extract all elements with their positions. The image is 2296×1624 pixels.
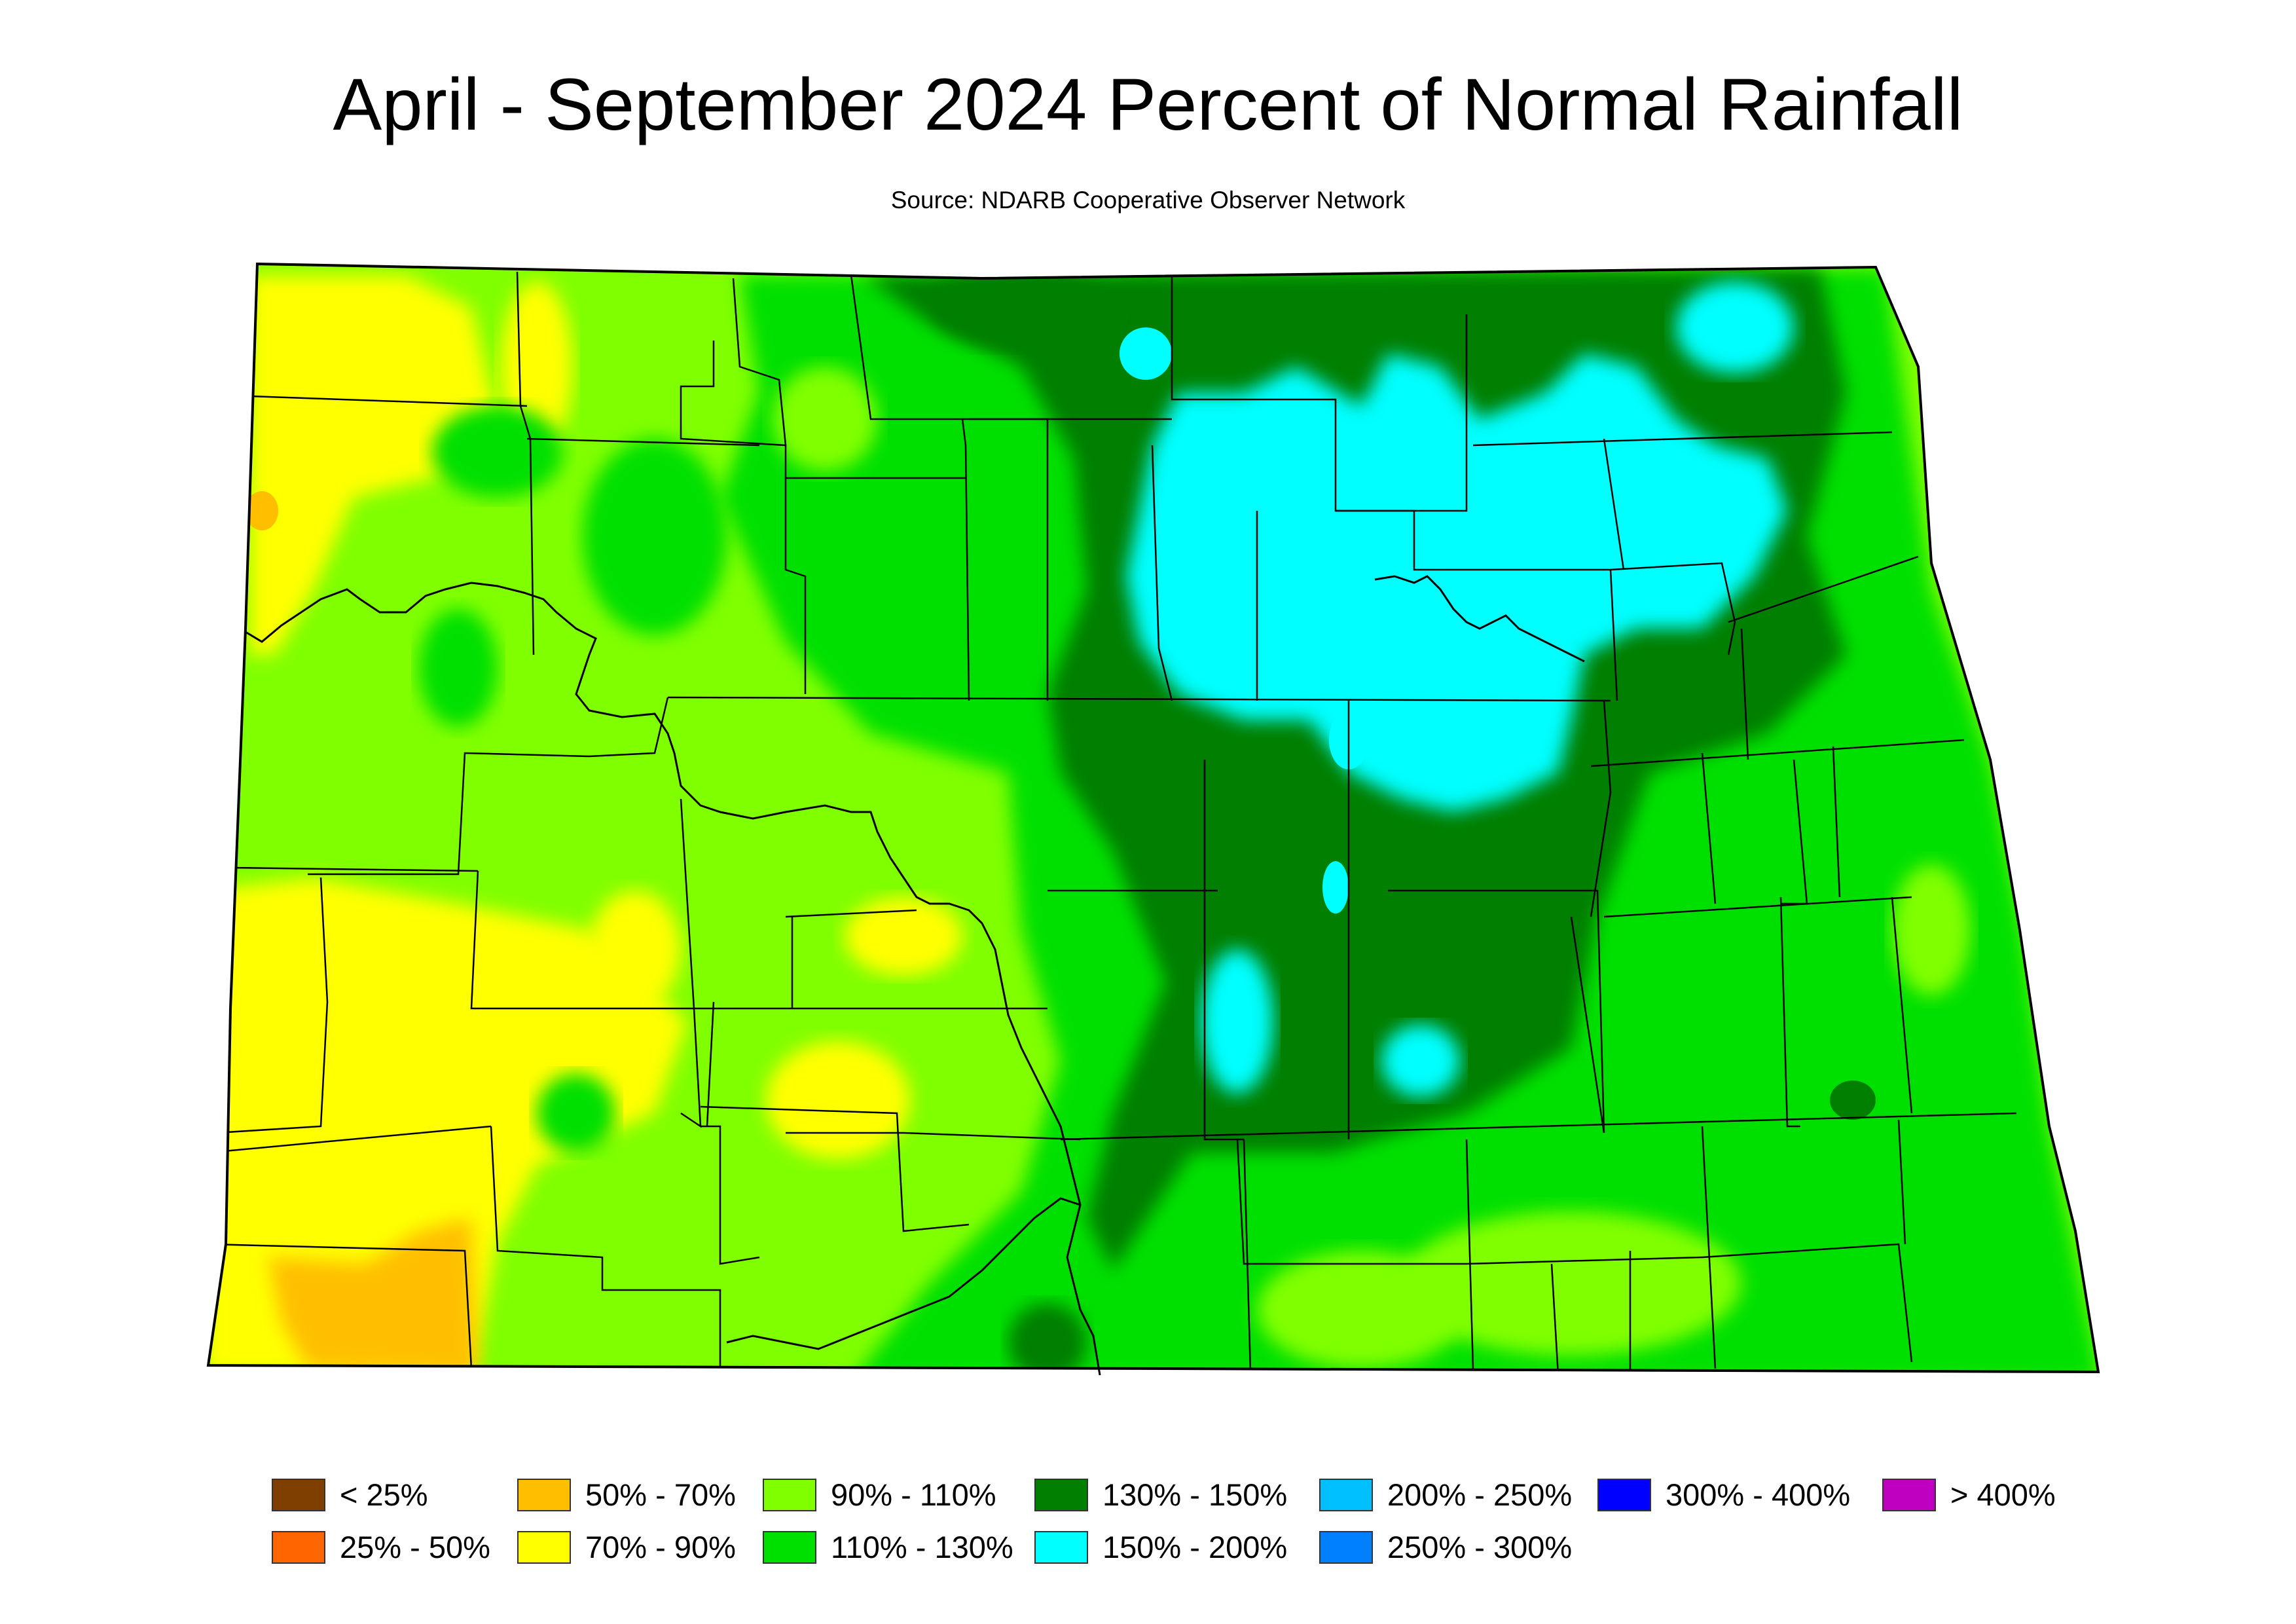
legend-swatch [763, 1478, 816, 1511]
rainfall-field [208, 264, 2098, 1372]
state-border [206, 262, 2100, 1374]
zone-70-90-west [208, 877, 687, 1372]
zone-70-90-south [766, 1041, 910, 1159]
zone-110-130-nw [432, 406, 563, 498]
zone-90-110-s [1257, 1251, 1467, 1369]
zone-50-70-northwest [246, 491, 278, 530]
map-source: Source: NDARB Cooperative Observer Netwo… [890, 187, 1406, 213]
zone-70-90-northwest [249, 275, 498, 655]
zone-110-130-west1 [419, 609, 498, 727]
zone-70-90-mid [589, 891, 681, 1008]
map-title: April - September 2024 Percent of Normal… [333, 64, 1963, 145]
zone-90-110-se [1401, 1211, 1741, 1356]
legend-item: > 400% [1882, 1477, 2056, 1513]
legend-label: > 400% [1950, 1477, 2056, 1512]
legend-swatch [517, 1530, 571, 1564]
zone-130-150-s [1008, 1303, 1087, 1372]
zone-150-200-northeast [1126, 354, 1787, 812]
legend-item: < 25% [272, 1477, 428, 1513]
legend-item: 150% - 200% [1034, 1529, 1287, 1565]
zone-110-130-west2 [537, 1074, 615, 1153]
legend-swatch [1597, 1478, 1651, 1511]
legend-swatch [1882, 1478, 1936, 1511]
legend-swatch [1319, 1478, 1373, 1511]
legend-item: 200% - 250% [1319, 1477, 1572, 1513]
legend-label: 70% - 90% [585, 1530, 736, 1564]
legend-swatch [1319, 1530, 1373, 1564]
missouri-river [245, 581, 1101, 1376]
legend-label: < 25% [340, 1477, 428, 1512]
legend-label: 150% - 200% [1102, 1530, 1288, 1564]
legend-swatch [517, 1478, 571, 1511]
zone-150-200-s1 [1201, 950, 1273, 1094]
legend-label: 110% - 130% [831, 1530, 1013, 1564]
legend-item: 250% - 300% [1319, 1529, 1572, 1565]
rivers [245, 575, 1585, 1376]
legend-label: 90% - 110% [831, 1477, 996, 1512]
county-boundaries [209, 271, 2017, 1372]
legend-item: 90% - 110% [763, 1477, 996, 1513]
legend-label: 250% - 300% [1387, 1530, 1573, 1564]
legend-item: 300% - 400% [1597, 1477, 1850, 1513]
legend-swatch [763, 1530, 816, 1564]
zone-90-110-e [1892, 864, 1971, 995]
legend-item: 130% - 150% [1034, 1477, 1287, 1513]
legend-label: 25% - 50% [340, 1530, 490, 1564]
legend-label: 50% - 70% [585, 1477, 736, 1512]
legend-label: 200% - 250% [1387, 1477, 1573, 1512]
zone-90-110-n [773, 367, 877, 471]
legend-label: 130% - 150% [1102, 1477, 1288, 1512]
cannonball-river [726, 1197, 1081, 1350]
legend-swatch [272, 1530, 325, 1564]
legend-swatch [1034, 1478, 1088, 1511]
legend-item: 110% - 130% [763, 1529, 1013, 1565]
zone-50-70-southwest [268, 1218, 478, 1372]
zone-150-200-n2 [1676, 282, 1794, 373]
legend-swatch [1034, 1530, 1088, 1564]
zone-130-150-se [1830, 1080, 1876, 1120]
zone-150-200-s2 [1381, 1025, 1460, 1097]
zone-150-200-c2 [1322, 861, 1349, 913]
legend-label: 300% - 400% [1666, 1477, 1851, 1512]
legend-item: 50% - 70% [517, 1477, 736, 1513]
zone-70-90-central [845, 897, 962, 976]
legend-item: 70% - 90% [517, 1529, 736, 1565]
legend-item: 25% - 50% [272, 1529, 490, 1565]
zone-150-200-n1 [1120, 327, 1172, 380]
sheyenne-river [1374, 575, 1585, 663]
zone-130-150-n1 [930, 268, 1113, 347]
legend-swatch [272, 1478, 325, 1511]
zone-110-130-north [583, 439, 727, 635]
